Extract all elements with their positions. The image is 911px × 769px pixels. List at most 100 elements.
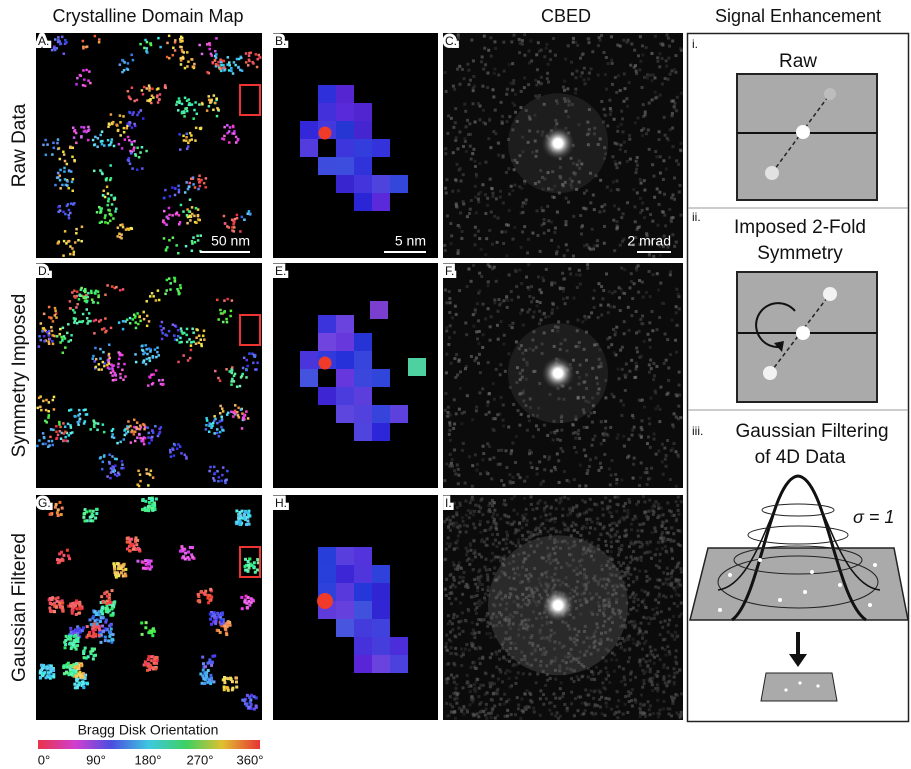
orientation-pixel — [336, 175, 354, 193]
orientation-pixel — [372, 655, 390, 673]
domain-pixel — [102, 423, 105, 426]
noise-pixel — [629, 596, 632, 599]
probe-position — [319, 357, 332, 370]
domain-pixel — [54, 314, 57, 317]
domain-pixel — [191, 206, 194, 209]
noise-pixel — [478, 580, 481, 583]
domain-pixel — [192, 341, 195, 344]
noise-pixel — [626, 512, 629, 515]
domain-pixel — [189, 357, 192, 360]
noise-pixel — [616, 166, 619, 169]
domain-pixel — [239, 385, 242, 388]
domain-pixel — [174, 324, 177, 327]
domain-pixel — [67, 187, 70, 190]
noise-pixel — [648, 321, 651, 324]
noise-pixel — [576, 44, 579, 47]
domain-pixel — [104, 217, 107, 220]
domain-pixel — [237, 66, 240, 69]
domain-pixel — [45, 154, 48, 157]
noise-pixel — [605, 705, 608, 708]
noise-pixel — [573, 297, 576, 300]
noise-pixel — [499, 517, 502, 520]
noise-pixel — [597, 74, 600, 77]
noise-pixel — [511, 322, 514, 325]
domain-pixel — [256, 58, 259, 61]
noise-pixel — [608, 99, 611, 102]
noise-pixel — [668, 509, 671, 512]
noise-pixel — [502, 342, 505, 345]
noise-pixel — [505, 515, 508, 518]
noise-pixel — [609, 113, 612, 116]
noise-pixel — [610, 459, 613, 462]
noise-pixel — [496, 324, 499, 327]
noise-pixel — [583, 192, 586, 195]
domain-pixel — [241, 607, 244, 610]
domain-pixel — [129, 112, 132, 115]
noise-pixel — [649, 713, 652, 716]
noise-pixel — [611, 522, 614, 525]
domain-pixel — [129, 538, 132, 541]
domain-pixel — [43, 313, 46, 316]
noise-pixel — [610, 343, 613, 346]
domain-pixel — [241, 216, 244, 219]
noise-pixel — [566, 249, 569, 252]
noise-pixel — [444, 152, 447, 155]
domain-pixel — [230, 678, 233, 681]
domain-pixel — [81, 629, 84, 632]
domain-pixel — [58, 421, 61, 424]
noise-pixel — [506, 120, 509, 123]
noise-pixel — [657, 450, 660, 453]
domain-pixel — [146, 325, 149, 328]
noise-pixel — [491, 699, 494, 702]
domain-pixel — [206, 109, 209, 112]
noise-pixel — [639, 35, 642, 38]
noise-pixel — [474, 185, 477, 188]
domain-pixel — [141, 633, 144, 636]
domain-pixel — [101, 328, 104, 331]
domain-pixel — [143, 428, 146, 431]
noise-pixel — [562, 297, 565, 300]
noise-pixel — [465, 514, 468, 517]
domain-pixel — [140, 621, 143, 624]
domain-pixel — [236, 521, 239, 524]
domain-pixel — [108, 357, 111, 360]
noise-pixel — [615, 540, 618, 543]
domain-pixel — [253, 561, 256, 564]
domain-pixel — [187, 142, 190, 145]
noise-pixel — [462, 686, 465, 689]
noise-pixel — [618, 161, 621, 164]
noise-pixel — [554, 227, 557, 230]
noise-pixel — [635, 310, 638, 313]
domain-pixel — [234, 373, 237, 376]
noise-pixel — [533, 711, 536, 714]
noise-pixel — [444, 392, 447, 395]
noise-pixel — [521, 309, 524, 312]
noise-pixel — [462, 173, 465, 176]
noise-pixel — [610, 515, 613, 518]
noise-pixel — [669, 128, 672, 131]
noise-pixel — [556, 452, 559, 455]
domain-pixel — [224, 482, 227, 485]
noise-pixel — [503, 70, 506, 73]
noise-pixel — [653, 511, 656, 514]
noise-pixel — [680, 92, 683, 95]
noise-pixel — [514, 111, 517, 114]
noise-pixel — [596, 239, 599, 242]
noise-pixel — [644, 570, 647, 573]
noise-pixel — [622, 212, 625, 215]
noise-pixel — [627, 39, 630, 42]
noise-pixel — [445, 594, 448, 597]
noise-pixel — [454, 107, 457, 110]
noise-pixel — [463, 103, 466, 106]
domain-pixel — [180, 330, 183, 333]
domain-pixel — [70, 630, 73, 633]
domain-pixel — [212, 477, 215, 480]
domain-pixel — [230, 70, 233, 73]
noise-pixel — [520, 413, 523, 416]
domain-pixel — [78, 627, 81, 630]
noise-pixel — [523, 225, 526, 228]
noise-pixel — [455, 203, 458, 206]
noise-pixel — [604, 714, 607, 717]
domain-pixel — [155, 299, 158, 302]
noise-pixel — [466, 524, 469, 527]
